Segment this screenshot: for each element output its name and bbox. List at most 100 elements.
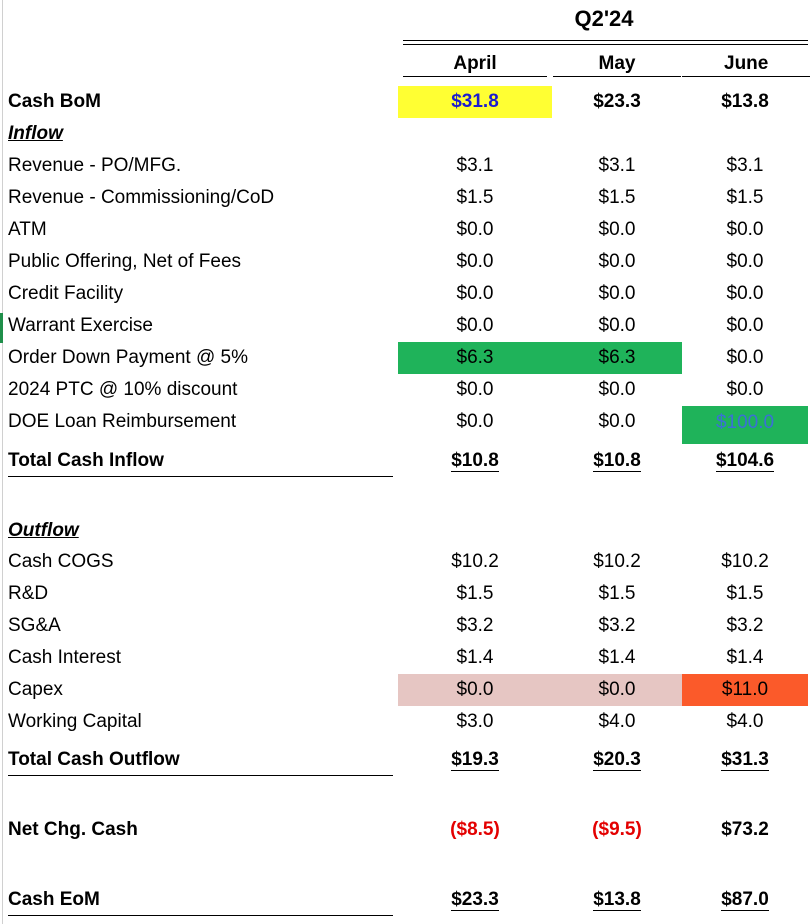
row-label: Cash Interest [8,647,121,668]
cell-april: $19.3 [451,749,499,771]
column-header-june: June [682,52,811,78]
cell-june: $100.0 [682,406,808,444]
row-label: Cash BoM [8,91,101,112]
period-title: Q2'24 [574,6,634,31]
cell-april: $3.1 [456,155,494,176]
row-cash-interest: Cash Interest $1.4 $1.4 $1.4 [0,642,812,674]
cell-june: $0.0 [726,379,764,400]
row-public-offering: Public Offering, Net of Fees $0.0 $0.0 $… [0,246,812,278]
row-2024-ptc: 2024 PTC @ 10% discount $0.0 $0.0 $0.0 [0,374,812,406]
section-outflow: Outflow [0,515,812,547]
total-outflow-underline [8,775,393,776]
row-working-capital: Working Capital $3.0 $4.0 $4.0 [0,706,812,738]
cell-may: $6.3 [552,342,682,374]
period-rule-top [403,40,808,41]
row-label: Total Cash Outflow [8,749,180,770]
row-order-down-payment: Order Down Payment @ 5% $6.3 $6.3 $0.0 [0,342,812,374]
row-revenue-po-mfg: Revenue - PO/MFG. $3.1 $3.1 $3.1 [0,150,812,182]
cell-june: $1.5 [726,583,764,604]
row-label: R&D [8,583,49,604]
column-header-may: May [552,52,682,78]
row-total-cash-outflow: Total Cash Outflow $19.3 $20.3 $31.3 [0,744,812,776]
cell-june: $0.0 [726,219,764,240]
row-label: Total Cash Inflow [8,450,164,471]
cell-april: $0.0 [456,411,494,432]
row-r-and-d: R&D $1.5 $1.5 $1.5 [0,578,812,610]
cell-april: ($8.5) [450,819,500,840]
cell-june: $0.0 [726,315,764,336]
row-net-change-cash: Net Chg. Cash ($8.5) ($9.5) $73.2 [0,814,812,846]
cell-june: $3.1 [726,155,764,176]
row-label: DOE Loan Reimbursement [8,411,237,432]
cell-april: $6.3 [398,342,552,374]
cell-june: $0.0 [726,347,764,368]
cell-june: $3.2 [726,615,764,636]
selection-marker [0,313,3,343]
cell-may: $4.0 [598,711,636,732]
row-label: Cash COGS [8,551,114,572]
column-header-april: April [398,52,552,78]
row-revenue-commissioning: Revenue - Commissioning/CoD $1.5 $1.5 $1… [0,182,812,214]
cell-may: $0.0 [598,379,636,400]
cell-june: $13.8 [721,91,769,112]
cell-april: $3.2 [456,615,494,636]
row-label: Net Chg. Cash [8,819,138,840]
cash-eom-underline [8,915,393,916]
cell-june: $4.0 [726,711,764,732]
section-inflow: Inflow [0,118,812,150]
cell-june: $104.6 [715,450,775,472]
row-label: Order Down Payment @ 5% [8,347,248,368]
cell-april: $23.3 [451,889,499,911]
cell-may: $0.0 [552,674,682,706]
cell-may: $0.0 [598,251,636,272]
row-cash-bom: Cash BoM $31.8 $23.3 $13.8 [0,86,812,118]
cell-june: $0.0 [726,251,764,272]
row-warrant-exercise: Warrant Exercise $0.0 $0.0 $0.0 [0,310,812,342]
row-label: Working Capital [8,711,142,732]
cell-june: $31.3 [721,749,769,771]
total-inflow-underline [8,476,393,477]
cell-april: $0.0 [456,251,494,272]
cell-june: $10.2 [721,551,769,572]
row-cash-eom: Cash EoM $23.3 $13.8 $87.0 [0,884,812,916]
row-sg-and-a: SG&A $3.2 $3.2 $3.2 [0,610,812,642]
grid-line [2,0,3,924]
cell-may: $23.3 [593,91,641,112]
cell-may: $10.8 [593,450,641,472]
cell-may: $3.1 [598,155,636,176]
cell-may: $0.0 [598,411,636,432]
cell-april: $1.5 [456,187,494,208]
cell-june: $73.2 [721,819,769,840]
row-label: Capex [8,679,63,700]
cell-june: $0.0 [726,283,764,304]
cell-april: $3.0 [456,711,494,732]
section-header: Inflow [8,123,63,144]
cell-may: $13.8 [593,889,641,911]
cell-may: $10.2 [593,551,641,572]
row-label: Revenue - Commissioning/CoD [8,187,275,208]
row-atm: ATM $0.0 $0.0 $0.0 [0,214,812,246]
cell-april: $0.0 [456,379,494,400]
row-label: 2024 PTC @ 10% discount [8,379,238,400]
cell-may: $1.5 [598,187,636,208]
cell-april: $0.0 [456,283,494,304]
row-label: ATM [8,219,47,240]
cell-may: ($9.5) [592,819,642,840]
cell-may: $3.2 [598,615,636,636]
cell-april: $1.5 [456,583,494,604]
period-rule-bottom [403,44,808,45]
cell-april: $0.0 [456,315,494,336]
cell-april: $0.0 [398,674,552,706]
cell-june: $87.0 [721,889,769,911]
cell-april: $31.8 [398,86,552,118]
row-total-cash-inflow: Total Cash Inflow $10.8 $10.8 $104.6 [0,445,812,477]
row-label: Revenue - PO/MFG. [8,155,182,176]
cell-may: $20.3 [593,749,641,771]
row-capex: Capex $0.0 $0.0 $11.0 [0,674,812,706]
cell-april: $10.2 [451,551,499,572]
row-label: SG&A [8,615,61,636]
cell-june: $1.4 [726,647,764,668]
cell-may: $0.0 [598,283,636,304]
row-label: Warrant Exercise [8,315,153,336]
row-cash-cogs: Cash COGS $10.2 $10.2 $10.2 [0,546,812,578]
